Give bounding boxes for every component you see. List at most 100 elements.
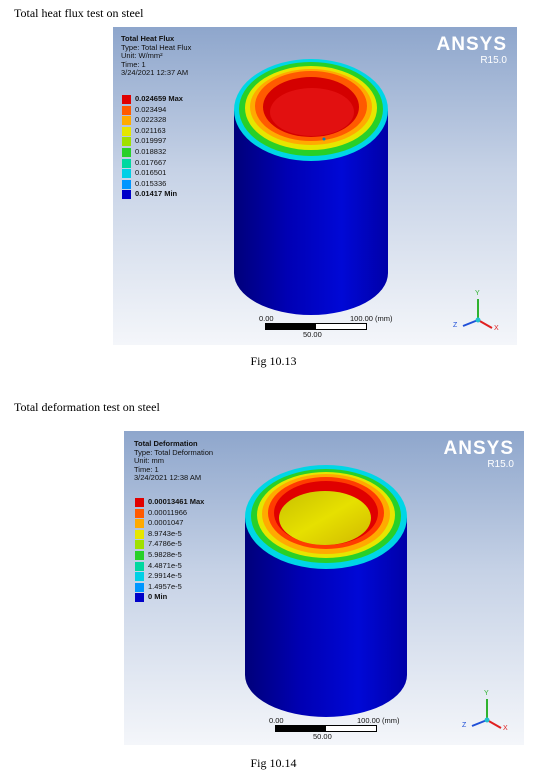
- legend-label: 4.4871e-5: [148, 560, 182, 570]
- legend-label: 0.015336: [135, 178, 167, 188]
- axis-z-label: Z: [462, 722, 467, 729]
- heat-flux-cylinder-render: [234, 59, 388, 315]
- inner-bore-lower: [270, 88, 354, 136]
- ansys-brand: ANSYS: [436, 34, 507, 55]
- scale-end-label: 100.00 (mm): [357, 716, 400, 725]
- legend-swatch: [122, 95, 131, 104]
- legend-swatch: [122, 126, 131, 136]
- legend-label: 0.018832: [135, 146, 167, 156]
- legend-swatch: [122, 105, 131, 115]
- legend-label: 5.9828e-5: [148, 549, 182, 559]
- figure-2-caption: Fig 10.14: [250, 756, 297, 770]
- ansys-brand: ANSYS: [443, 438, 514, 459]
- legend-swatch: [135, 572, 144, 582]
- legend-swatch: [122, 179, 131, 189]
- result-info-block: Total Deformation Type: Total Deformatio…: [134, 439, 214, 483]
- legend-entry: 4.4871e-5: [135, 561, 204, 572]
- ansys-viewport-deformation: Total Deformation Type: Total Deformatio…: [124, 431, 524, 745]
- legend-label: 2.9914e-5: [148, 571, 182, 581]
- legend-swatch: [135, 550, 144, 560]
- legend-label: 8.9743e-5: [148, 528, 182, 538]
- deformation-cylinder-render: [245, 465, 407, 717]
- scale-mid-label: 50.00: [313, 732, 332, 741]
- legend-entry: 0.021163: [122, 126, 183, 137]
- axis-x-label: X: [503, 725, 508, 732]
- legend-swatch: [122, 147, 131, 157]
- legend-label: 0.019997: [135, 136, 167, 146]
- legend-swatch: [135, 582, 144, 592]
- legend-swatch: [122, 190, 131, 200]
- legend-label: 0.017667: [135, 157, 167, 167]
- legend-swatch: [135, 540, 144, 550]
- result-title: Total Heat Flux: [121, 34, 175, 43]
- result-type: Type: Total Heat Flux: [121, 42, 192, 52]
- legend-label: 0.023494: [135, 104, 167, 114]
- legend-label: 0.0001047: [148, 518, 184, 528]
- legend-swatch: [122, 158, 131, 168]
- axis-y-label: Y: [475, 290, 480, 297]
- result-time: Time: 1: [134, 464, 159, 474]
- contour-legend: 0.024659 Max 0.023494 0.022328 0.021163 0.01…: [122, 94, 183, 200]
- scale-bar-track: [275, 725, 377, 732]
- legend-entry: 0.024659 Max: [122, 94, 183, 105]
- inner-bore-surface: [279, 491, 371, 545]
- scale-bar: 0.00 100.00 (mm) 50.00: [259, 314, 393, 344]
- legend-entry: 0.0001047: [135, 518, 204, 529]
- axis-triad-icon: [462, 299, 493, 329]
- cylinder-body: [245, 517, 407, 717]
- result-type: Type: Total Deformation: [134, 447, 214, 457]
- axis-triad: Y X Z: [457, 690, 513, 739]
- legend-label: 0.024659 Max: [135, 94, 183, 103]
- contour-legend: 0.00013461 Max 0.00011966 0.0001047 8.9743e…: [135, 497, 204, 603]
- legend-entry: 0.015336: [122, 179, 183, 190]
- axis-triad-icon: [471, 699, 502, 729]
- figure-2-heading: Total deformation test on steel: [14, 400, 160, 414]
- legend-entry: 0.00013461 Max: [135, 497, 204, 508]
- legend-entry: 0 Min: [135, 592, 204, 603]
- result-date: 3/24/2021 12:37 AM: [121, 68, 189, 78]
- result-info-block: Total Heat Flux Type: Total Heat Flux Un…: [121, 34, 192, 78]
- legend-swatch: [122, 116, 131, 126]
- ansys-logo: ANSYS R15.0: [443, 438, 514, 471]
- legend-swatch: [135, 519, 144, 529]
- scale-end-label: 100.00 (mm): [350, 314, 393, 323]
- ansys-version: R15.0: [480, 55, 507, 66]
- scale-bar-fill: [276, 726, 326, 731]
- scale-mid-label: 50.00: [303, 330, 322, 339]
- axis-triad: Y X Z: [448, 290, 504, 339]
- legend-entry: 0.023494: [122, 105, 183, 116]
- axis-x-label: X: [494, 325, 499, 332]
- legend-entry: 0.00011966: [135, 508, 204, 519]
- scale-bar: 0.00 100.00 (mm) 50.00: [269, 716, 409, 745]
- scale-bar-track: [265, 323, 367, 330]
- legend-label: 0 Min: [148, 592, 168, 602]
- scale-start-label: 0.00: [269, 716, 284, 725]
- figure-1-heading: Total heat flux test on steel: [14, 6, 144, 20]
- legend-label: 0.00011966: [148, 507, 188, 517]
- scale-start-label: 0.00: [259, 314, 274, 323]
- legend-entry: 5.9828e-5: [135, 550, 204, 561]
- scale-bar-fill: [266, 324, 316, 329]
- legend-entry: 0.022328: [122, 115, 183, 126]
- legend-label: 0.021163: [135, 125, 166, 135]
- ansys-version: R15.0: [487, 459, 514, 470]
- legend-entry: 0.019997: [122, 136, 183, 147]
- probe-point: [322, 137, 326, 141]
- legend-entry: 0.016501: [122, 168, 183, 179]
- legend-entry: 1.4957e-5: [135, 582, 204, 593]
- result-unit: Unit: mm: [134, 456, 164, 466]
- cylinder-body: [234, 110, 388, 315]
- legend-entry: 2.9914e-5: [135, 571, 204, 582]
- legend-label: 0.00013461 Max: [148, 497, 205, 506]
- legend-swatch: [135, 498, 144, 507]
- result-time: Time: 1: [121, 59, 146, 69]
- result-date: 3/24/2021 12:38 AM: [134, 473, 202, 483]
- axis-y-label: Y: [484, 690, 489, 697]
- legend-swatch: [135, 593, 144, 603]
- legend-label: 0.022328: [135, 115, 167, 125]
- legend-entry: 8.9743e-5: [135, 529, 204, 540]
- legend-entry: 0.01417 Min: [122, 189, 183, 200]
- result-unit: Unit: W/mm²: [121, 51, 163, 61]
- legend-swatch: [122, 137, 131, 147]
- legend-entry: 0.018832: [122, 147, 183, 158]
